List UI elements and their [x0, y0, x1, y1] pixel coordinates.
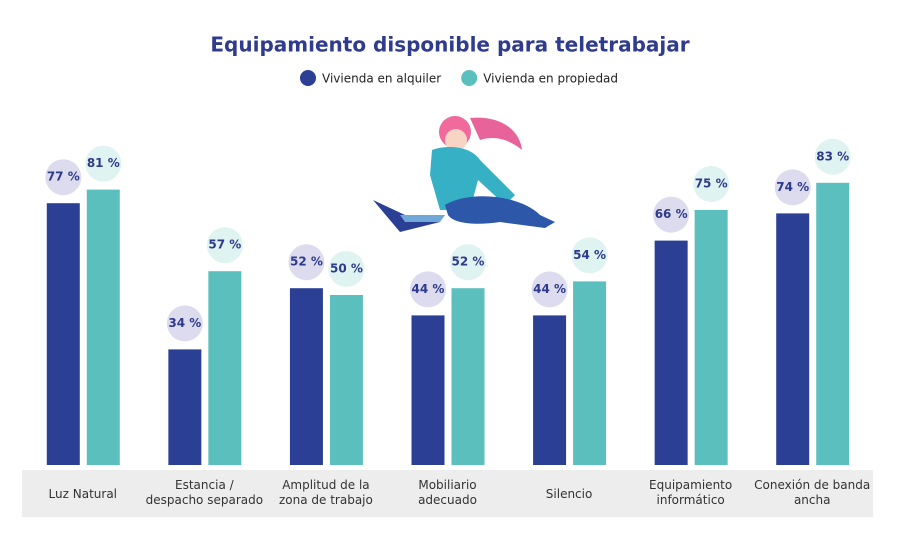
category-band	[22, 470, 873, 517]
value-label-bg	[288, 244, 325, 281]
value-label-bg	[166, 305, 203, 342]
value-label: 50 %	[330, 262, 363, 276]
bar	[86, 189, 120, 465]
value-label: 44 %	[533, 282, 566, 296]
x-tick-label: Estancia / despacho separado	[145, 478, 264, 507]
value-label: 83 %	[816, 149, 849, 163]
bar	[168, 349, 202, 465]
value-label-bg	[693, 166, 730, 202]
bar	[816, 182, 850, 466]
x-tick-label: Conexión de banda ancha	[754, 478, 871, 507]
bar	[208, 271, 242, 465]
legend-label: Vivienda en propiedad	[483, 72, 618, 86]
value-label: 57 %	[208, 238, 241, 252]
value-label: 66 %	[655, 207, 688, 221]
value-label-bg	[653, 196, 690, 233]
value-label: 54 %	[573, 248, 606, 262]
value-label: 81 %	[87, 156, 120, 170]
value-label: 75 %	[695, 177, 728, 191]
bar	[411, 315, 445, 465]
legend-swatch	[300, 70, 316, 86]
value-label-bg	[206, 227, 243, 264]
x-tick-label: Mobiliario adecuado	[418, 478, 477, 507]
value-label-bg	[450, 244, 486, 281]
bar	[451, 288, 485, 465]
value-label: 77 %	[47, 170, 80, 184]
x-tick-label: Luz Natural	[48, 487, 118, 501]
bar	[654, 240, 688, 465]
bar	[46, 203, 80, 465]
bar	[533, 315, 567, 465]
value-label-bg	[531, 271, 568, 308]
value-label-bg	[45, 159, 82, 196]
x-tick-label: Equipamiento informático	[649, 478, 733, 507]
illustration	[373, 116, 555, 232]
legend-label: Vivienda en alquiler	[322, 72, 441, 86]
bar	[573, 281, 607, 465]
legend-swatch	[461, 70, 478, 86]
x-tick-label: Amplitud de la zona de trabajo	[278, 478, 373, 507]
bar	[329, 295, 363, 465]
value-label-bg	[328, 251, 365, 287]
bar	[776, 213, 810, 465]
chart-title: Equipamiento disponible para teletrabaja…	[210, 33, 689, 57]
bar	[289, 288, 323, 465]
value-label-bg	[571, 237, 608, 274]
value-label: 52 %	[452, 255, 485, 269]
value-label-bg	[814, 138, 851, 175]
x-tick-label: Silencio	[545, 487, 593, 501]
value-label-bg	[774, 169, 811, 206]
value-label: 34 %	[168, 316, 201, 330]
value-label: 52 %	[290, 255, 323, 269]
value-label-bg	[85, 145, 122, 182]
value-label-bg	[410, 271, 446, 308]
bar	[694, 210, 728, 465]
value-label: 74 %	[776, 180, 809, 194]
value-label: 44 %	[412, 282, 445, 296]
